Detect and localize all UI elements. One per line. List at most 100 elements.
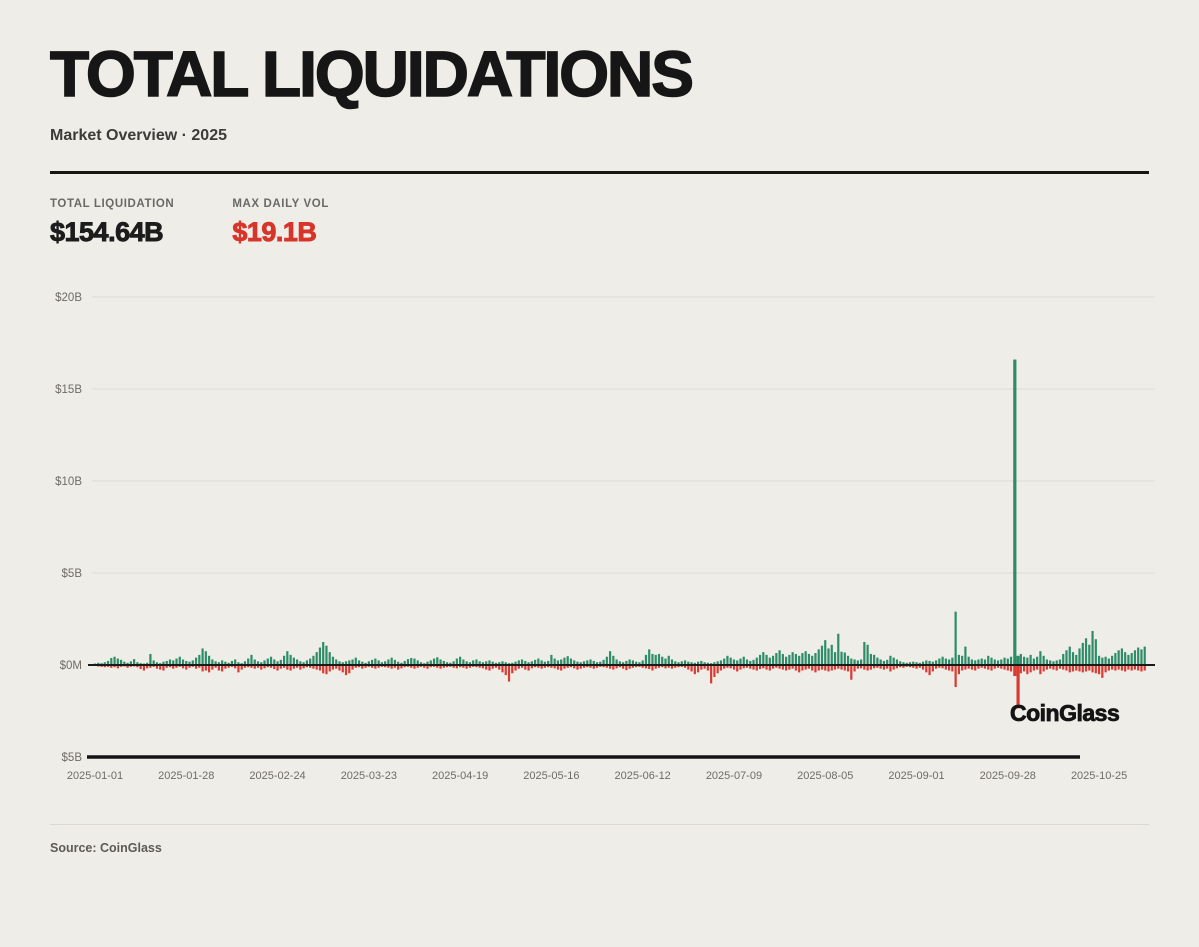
bar-short [700, 665, 703, 670]
bar-short [690, 665, 693, 672]
liquidations-chart-canvas: $20B $15B $10B $5B $0M $5B 2025-01-01 2025-01-2… [55, 292, 1155, 782]
bar-short [1075, 665, 1078, 671]
bar-long [830, 645, 833, 666]
bar-long [850, 658, 853, 666]
bar-short [788, 665, 791, 670]
bar-long [119, 660, 123, 666]
bar-short [289, 665, 292, 671]
bar-short [582, 665, 586, 669]
bar-long [853, 659, 856, 666]
bar-short [931, 665, 934, 672]
bar-short [103, 665, 106, 668]
bar-short [517, 665, 520, 669]
bar-long [573, 660, 576, 666]
bar-short [589, 665, 592, 669]
bar-short [977, 665, 980, 669]
bar-long [586, 660, 589, 666]
bar-short [1120, 665, 1123, 671]
bar-long [1094, 639, 1097, 666]
bar-long [638, 662, 641, 666]
bar-short [1117, 665, 1120, 670]
bar-long [993, 659, 996, 666]
bar-short [853, 665, 856, 672]
bar-short [560, 665, 563, 671]
bar-long [465, 661, 468, 666]
bar-short [1000, 665, 1003, 669]
bar-short [635, 665, 638, 668]
bar-short [902, 665, 905, 669]
bar-long [690, 662, 693, 666]
bar-short [194, 665, 198, 669]
bar-long [419, 662, 423, 666]
bar-long [602, 660, 605, 666]
stat-value: $19.1B [232, 217, 317, 248]
bar-long [843, 652, 846, 666]
bar-short [886, 665, 889, 669]
bar-short [504, 665, 507, 676]
bar-short [110, 665, 113, 669]
bar-short [876, 665, 879, 669]
bar-long [576, 661, 579, 666]
bar-short [1003, 665, 1006, 670]
bar-long [1036, 656, 1039, 666]
bar-long [977, 659, 980, 666]
bar-long [390, 657, 393, 666]
bar-short [455, 665, 458, 669]
bar-short [758, 665, 762, 670]
bar-short [269, 665, 273, 669]
bar-short [762, 665, 765, 669]
bar-long [406, 659, 410, 666]
bar-short [742, 665, 745, 669]
bar-long [908, 662, 912, 666]
bar-short [1071, 665, 1075, 672]
bar-short [491, 665, 494, 669]
bar-short [1042, 665, 1045, 672]
stats-row: TOTAL LIQUIDATION $154.64B MAX DAILY VOL… [50, 198, 1149, 248]
bar-long [631, 660, 634, 666]
bar-short [423, 665, 426, 669]
bar-long [1120, 648, 1123, 666]
bar-long [1071, 652, 1075, 666]
bar-long [700, 661, 703, 666]
bar-short [1065, 665, 1068, 671]
bar-long [478, 661, 481, 666]
bar-long [928, 661, 931, 666]
bar-short [674, 665, 677, 669]
footer-divider [50, 824, 1149, 826]
bar-long [380, 662, 383, 666]
bar-short [377, 665, 380, 669]
bar-short [1019, 665, 1022, 674]
bar-short [429, 665, 432, 668]
bar-long [1084, 638, 1088, 666]
bar-short [664, 665, 667, 669]
bar-short [925, 665, 928, 673]
bar-short [1143, 665, 1146, 671]
bar-short [1097, 665, 1101, 675]
bar-long [338, 661, 341, 666]
bar-short [514, 665, 517, 671]
bar-long [641, 660, 644, 666]
bar-short [908, 665, 912, 668]
bar-short [494, 665, 498, 669]
bar-short [566, 665, 569, 669]
bar-long [455, 658, 458, 666]
bar-short [879, 665, 882, 669]
bar-long [905, 663, 908, 666]
bar-long [794, 654, 797, 666]
bar-short [208, 665, 211, 673]
bar-short [974, 665, 977, 671]
bar-short [817, 665, 820, 671]
bar-long [866, 645, 869, 666]
bar-short [719, 665, 723, 671]
bar-short [820, 665, 824, 670]
bar-short [563, 665, 566, 669]
bar-long [553, 658, 556, 666]
bar-long [912, 661, 915, 666]
bar-short [113, 665, 116, 668]
bar-long [357, 660, 361, 666]
bar-long [188, 661, 191, 666]
bar-short [364, 665, 367, 669]
bar-short [670, 665, 674, 669]
bar-short [357, 665, 361, 668]
bar-short [732, 665, 736, 670]
